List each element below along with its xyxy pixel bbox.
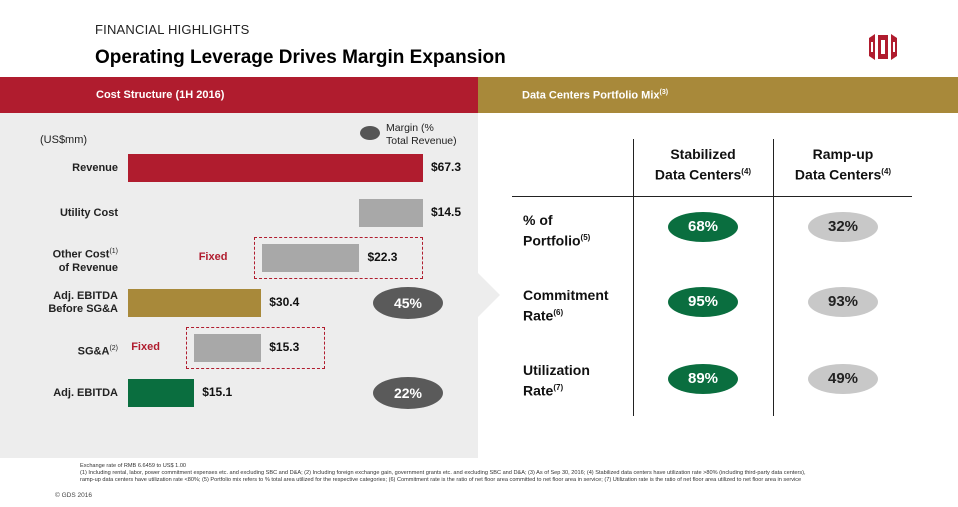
footnote-definitions-1: (1) Including rental, labor, power commi… (80, 470, 806, 476)
fixed-cost-box (186, 327, 326, 369)
category-label-revenue: Revenue (0, 162, 118, 175)
table-divider-2 (773, 139, 774, 416)
stabilized-utilization-value: 89% (668, 364, 738, 394)
stabilized-portfolio-value: 68% (668, 212, 738, 242)
cost-structure-band: Cost Structure (1H 2016) (0, 77, 478, 113)
category-footnote-ref: (2) (109, 344, 118, 352)
legend-margin-swatch (360, 126, 380, 140)
col-header-rampup: Ramp-up Data Centers(4) (794, 146, 892, 183)
table-divider-1 (633, 139, 634, 416)
category-label-line: of Revenue (58, 261, 118, 274)
bar-value-label: $15.1 (202, 385, 233, 399)
fixed-cost-label: Fixed (198, 251, 228, 263)
category-label-utility-cost: Utility Cost (0, 207, 118, 220)
table-header-rule (512, 196, 912, 197)
rampup-commitment-value: 93% (808, 287, 878, 317)
category-label-line: Other Cost(1) (52, 248, 118, 261)
footnote-definitions-2: ramp-up data centers have utilization ra… (80, 477, 802, 483)
bar-adj-ebitda (128, 379, 195, 407)
page-title: Operating Leverage Drives Margin Expansi… (95, 47, 506, 68)
category-label-line: SG&A(2) (77, 344, 118, 358)
panel-pointer-arrow (478, 273, 500, 317)
category-label-adj-ebitda: Adj. EBITDA (0, 387, 118, 400)
col-header-stabilized: Stabilized Data Centers(4) (654, 146, 752, 183)
margin-pill: 45% (373, 287, 443, 319)
portfolio-mix-band: Data Centers Portfolio Mix(3) (478, 77, 958, 113)
legend-margin-label: Margin (% Total Revenue) (386, 122, 457, 147)
category-label-line: Before SG&A (48, 303, 118, 315)
category-label-adj-ebitda-before-sg-a: Adj. EBITDA Before SG&A (0, 290, 118, 316)
bar-revenue (128, 154, 423, 182)
footnote-exchange-rate: Exchange rate of RMB 6.6459 to US$ 1.00 (80, 463, 187, 469)
bar-value-label: $15.3 (269, 340, 300, 354)
cost-structure-heading: Cost Structure (1H 2016) (96, 89, 225, 101)
bar-value-label: $30.4 (269, 295, 300, 309)
portfolio-mix-heading: Data Centers Portfolio Mix(3) (522, 89, 669, 102)
margin-pill: 22% (373, 377, 443, 409)
copyright-text: © GDS 2016 (55, 492, 92, 499)
category-label-other-cost-of-revenue: Other Cost(1) of Revenue (0, 245, 118, 275)
fixed-cost-label: Fixed (131, 341, 160, 353)
bar-utility-cost (359, 199, 423, 227)
bar-adj-ebitda-before-sg-a (128, 289, 262, 317)
stabilized-commitment-value: 95% (668, 287, 738, 317)
category-label-line: Adj. EBITDA (53, 386, 118, 399)
gds-logo-icon (869, 34, 897, 60)
fixed-cost-box (253, 237, 424, 279)
row-header-portfolio: % of Portfolio(5) (523, 212, 591, 249)
bar-other-cost-of-revenue (261, 244, 360, 272)
category-label-line: Adj. EBITDA (53, 290, 118, 302)
section-kicker: FINANCIAL HIGHLIGHTS (95, 22, 250, 37)
category-footnote-ref: (1) (109, 248, 118, 255)
bar-sg-a (194, 334, 262, 362)
category-label-sg-a: SG&A(2) (0, 342, 118, 359)
unit-label: (US$mm) (40, 134, 88, 146)
rampup-portfolio-value: 32% (808, 212, 878, 242)
row-header-utilization: Utilization Rate(7) (523, 362, 590, 399)
category-label-line: Utility Cost (59, 206, 118, 219)
bar-value-label: $22.3 (367, 250, 398, 264)
rampup-utilization-value: 49% (808, 364, 878, 394)
category-label-line: Revenue (72, 161, 118, 174)
bar-value-label: $67.3 (431, 160, 462, 174)
bar-value-label: $14.5 (431, 205, 462, 219)
row-header-commitment: Commitment Rate(6) (523, 287, 609, 324)
